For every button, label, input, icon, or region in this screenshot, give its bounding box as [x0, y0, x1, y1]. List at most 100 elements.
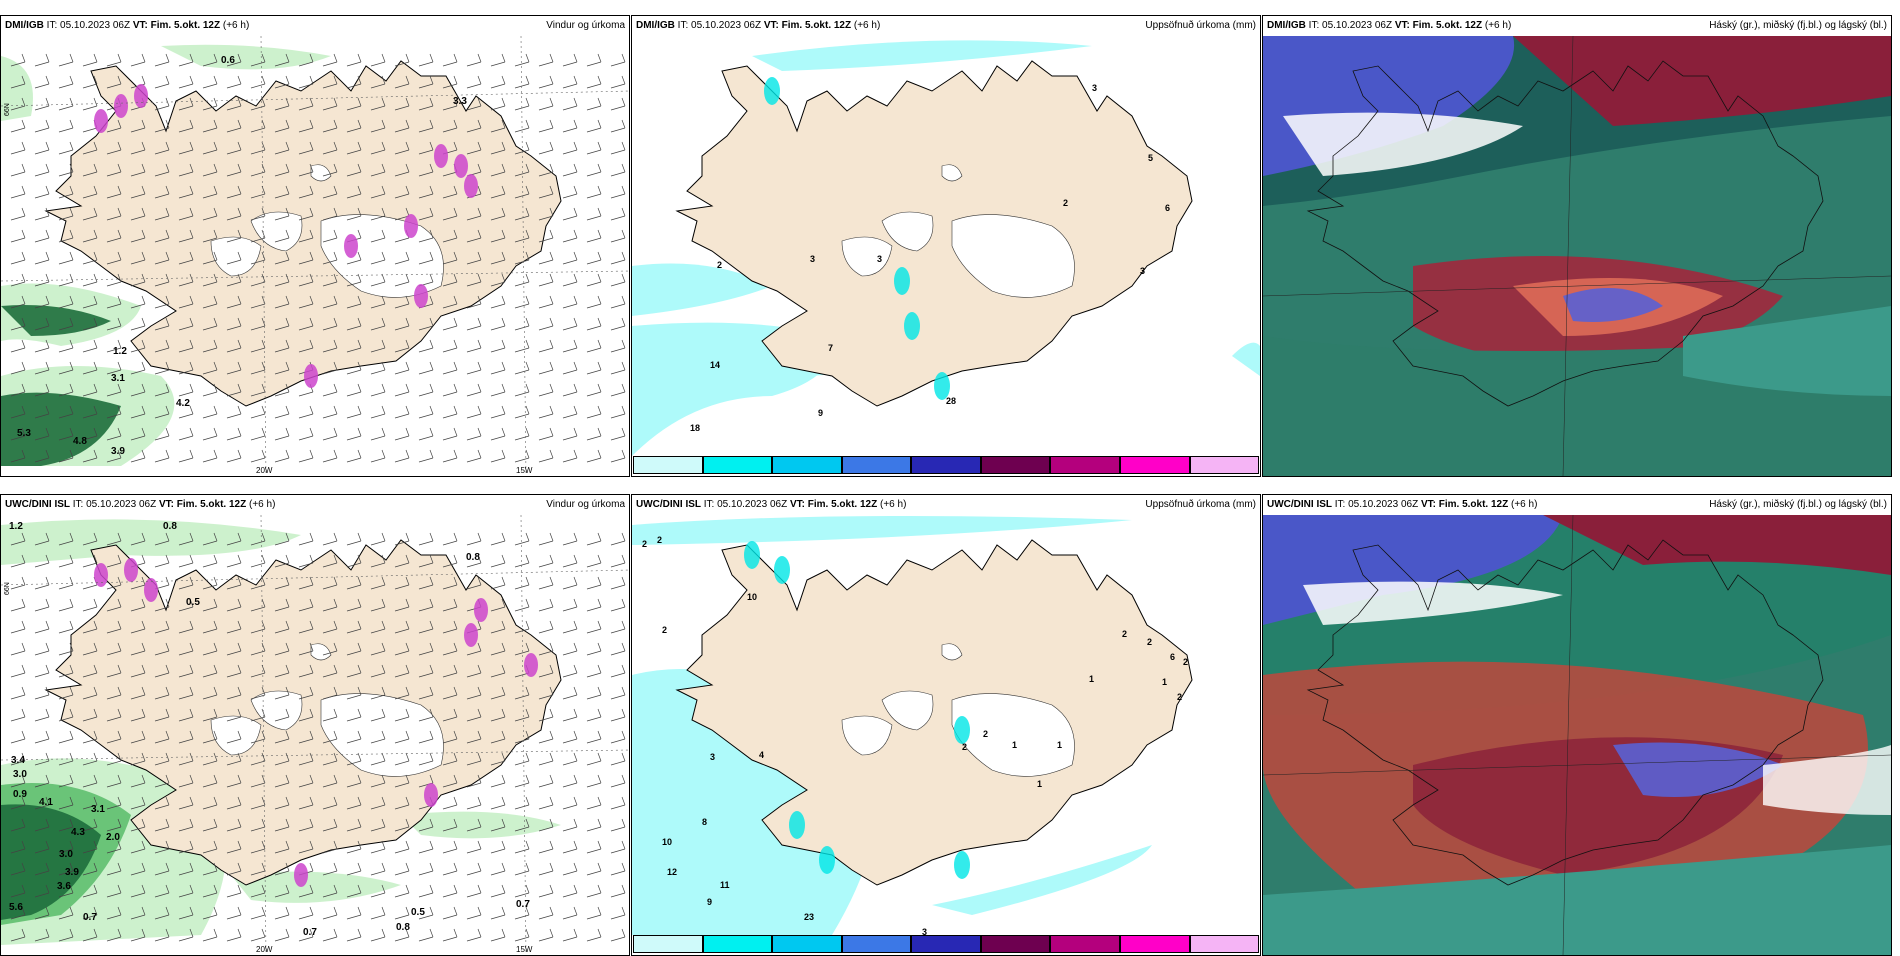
wind-barb	[586, 75, 602, 89]
wind-barb	[250, 295, 266, 309]
wind-barb	[106, 576, 122, 590]
wind-barb	[490, 273, 506, 287]
wind-barb	[82, 251, 98, 265]
precip-area	[1, 804, 101, 920]
convective-precip	[344, 234, 358, 258]
wind-barb	[34, 576, 50, 590]
wind-barb	[490, 185, 506, 199]
wind-barb	[418, 119, 434, 133]
wind-barb	[514, 708, 530, 722]
wind-barb	[394, 884, 410, 898]
wind-barb	[346, 686, 362, 700]
wind-barb	[610, 686, 626, 700]
wind-barb	[418, 229, 434, 243]
wind-barb	[34, 317, 50, 331]
precip-value-label: 3.3	[453, 96, 467, 107]
wind-barb	[466, 141, 482, 155]
wind-barb	[442, 317, 458, 331]
wind-barb	[322, 884, 338, 898]
wind-barb	[490, 229, 506, 243]
wind-barb	[154, 53, 170, 67]
wind-barb	[322, 730, 338, 744]
wind-barb	[154, 708, 170, 722]
wind-barb	[250, 928, 266, 942]
wind-barb	[34, 862, 50, 876]
precip-value-label: 2	[1183, 657, 1188, 667]
wind-barb	[34, 119, 50, 133]
wind-barb	[514, 862, 530, 876]
legend-swatch: 150	[1050, 935, 1120, 955]
wind-barb	[274, 185, 290, 199]
wind-barb	[106, 884, 122, 898]
precip-area	[1, 305, 111, 336]
wind-barb	[442, 642, 458, 656]
wind-barb	[346, 532, 362, 546]
precip-value-label: 2	[1063, 198, 1068, 208]
wind-barb	[538, 598, 554, 612]
wind-barb	[514, 273, 530, 287]
wind-barb	[610, 642, 626, 656]
wind-barb	[370, 796, 386, 810]
wind-barb	[418, 207, 434, 221]
wind-barb	[130, 141, 146, 155]
latitude-label: 66N	[4, 103, 11, 116]
wind-barb	[34, 730, 50, 744]
wind-barb	[370, 774, 386, 788]
wind-barb	[346, 97, 362, 111]
wind-barb	[610, 119, 626, 133]
wind-barb	[178, 75, 194, 89]
wind-barb	[202, 295, 218, 309]
wind-barb	[538, 119, 554, 133]
wind-barb	[250, 317, 266, 331]
wind-barb	[178, 97, 194, 111]
wind-barb	[226, 862, 242, 876]
wind-barb	[466, 97, 482, 111]
wind-barb	[82, 862, 98, 876]
wind-barb	[130, 251, 146, 265]
legend-label: 100	[983, 475, 996, 476]
wind-barb	[298, 664, 314, 678]
wind-barb	[538, 207, 554, 221]
wind-barb	[610, 928, 626, 942]
precip-peak	[764, 77, 780, 105]
convective-precip	[414, 284, 428, 308]
wind-barb	[154, 532, 170, 546]
wind-barb	[394, 405, 410, 419]
wind-barb	[322, 427, 338, 441]
wind-barb	[514, 97, 530, 111]
wind-barb	[178, 383, 194, 397]
legend-swatch: 200	[1119, 456, 1190, 476]
wind-barb	[586, 383, 602, 397]
wind-barb	[514, 141, 530, 155]
wind-barb	[586, 119, 602, 133]
wind-barb	[58, 361, 74, 375]
wind-barb	[346, 884, 362, 898]
wind-barb	[538, 383, 554, 397]
wind-barb	[178, 361, 194, 375]
wind-barb	[490, 818, 506, 832]
wind-barb	[274, 295, 290, 309]
wind-barb	[466, 554, 482, 568]
wind-barb	[490, 928, 506, 942]
glacier-outline	[881, 211, 934, 252]
wind-barb	[106, 532, 122, 546]
wind-barb	[226, 339, 242, 353]
wind-barb	[202, 774, 218, 788]
wind-barb	[298, 97, 314, 111]
wind-barb	[538, 818, 554, 832]
wind-barb	[34, 598, 50, 612]
legend-swatch: 400	[1189, 935, 1260, 955]
panel-header: UWC/DINI ISL IT: 05.10.2023 06Z VT: Fim.…	[1263, 495, 1891, 515]
cloud-layer	[1683, 306, 1891, 396]
wind-barb	[322, 251, 338, 265]
wind-barb	[226, 97, 242, 111]
wind-barb	[442, 840, 458, 854]
wind-barb	[610, 361, 626, 375]
wind-barb	[202, 906, 218, 920]
wind-barb	[106, 427, 122, 441]
wind-barb	[202, 75, 218, 89]
wind-barb	[562, 449, 578, 463]
wind-barb	[442, 664, 458, 678]
precip-peak	[774, 556, 790, 584]
wind-barb	[250, 75, 266, 89]
